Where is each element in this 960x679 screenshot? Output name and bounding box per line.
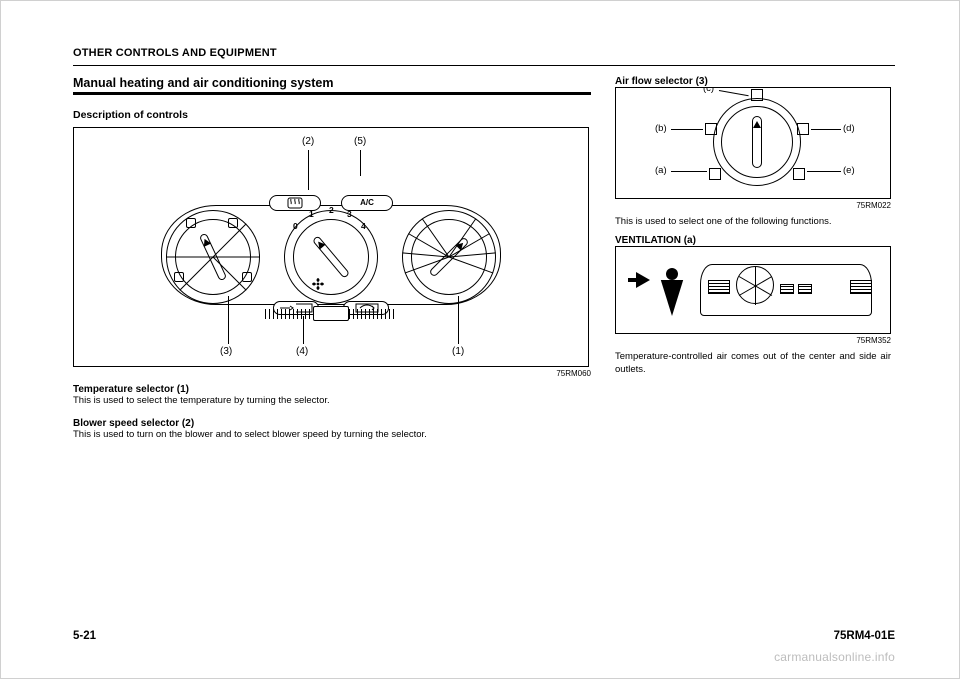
page-header: OTHER CONTROLS AND EQUIPMENT bbox=[73, 47, 895, 59]
doc-code: 75RM4-01E bbox=[834, 630, 895, 642]
ventilation-figure-code: 75RM352 bbox=[615, 336, 891, 345]
callout-1: (1) bbox=[452, 346, 464, 357]
controls-subtitle: Description of controls bbox=[73, 109, 591, 121]
airflow-label-e: (e) bbox=[843, 165, 855, 176]
page-number: 5-21 bbox=[73, 630, 96, 642]
temperature-dial-icon bbox=[411, 219, 487, 295]
ventilation-figure bbox=[615, 246, 891, 334]
section-rule bbox=[73, 92, 591, 95]
left-column: Manual heating and air conditioning syst… bbox=[73, 76, 591, 446]
blower-selector-heading: Blower speed selector (2) bbox=[73, 418, 591, 429]
content-columns: Manual heating and air conditioning syst… bbox=[73, 76, 895, 446]
airflow-desc: This is used to select one of the follow… bbox=[615, 216, 891, 229]
airflow-figure: (a) (b) (c) (d) (e) bbox=[615, 87, 891, 199]
callout-2: (2) bbox=[302, 136, 314, 147]
airflow-figure-code: 75RM022 bbox=[615, 201, 891, 210]
callout-3: (3) bbox=[220, 346, 232, 357]
airflow-label-a: (a) bbox=[655, 165, 667, 176]
hvac-figure-code: 75RM060 bbox=[73, 369, 591, 378]
vent-to-face-icon bbox=[636, 268, 688, 316]
header-rule bbox=[73, 65, 895, 66]
ventilation-title: VENTILATION (a) bbox=[615, 235, 891, 246]
airflow-label-c: (c) bbox=[703, 87, 714, 94]
right-column: Air flow selector (3) (a) bbox=[615, 76, 891, 446]
hvac-figure: A/C 0 1 2 3 4 bbox=[73, 127, 589, 367]
manual-page: OTHER CONTROLS AND EQUIPMENT Manual heat… bbox=[0, 0, 960, 679]
blower-speed-numbers: 0 1 2 3 4 bbox=[289, 209, 373, 229]
ac-label: A/C bbox=[360, 198, 374, 207]
temp-selector-desc: This is used to select the temperature b… bbox=[73, 395, 591, 408]
airflow-dial-icon bbox=[175, 219, 251, 295]
air-intake-slider-icon bbox=[265, 309, 397, 319]
temp-selector-heading: Temperature selector (1) bbox=[73, 384, 591, 395]
watermark: carmanualsonline.info bbox=[774, 650, 895, 664]
airflow-title: Air flow selector (3) bbox=[615, 76, 891, 87]
hvac-panel-drawing: A/C 0 1 2 3 4 bbox=[161, 175, 501, 325]
airflow-label-d: (d) bbox=[843, 123, 855, 134]
blower-selector-desc: This is used to turn on the blower and t… bbox=[73, 429, 591, 442]
blower-dial-icon bbox=[293, 219, 369, 295]
section-title: Manual heating and air conditioning syst… bbox=[73, 76, 591, 90]
callout-4: (4) bbox=[296, 346, 308, 357]
callout-5: (5) bbox=[354, 136, 366, 147]
ventilation-desc: Temperature-controlled air comes out of … bbox=[615, 351, 891, 377]
airflow-label-b: (b) bbox=[655, 123, 667, 134]
